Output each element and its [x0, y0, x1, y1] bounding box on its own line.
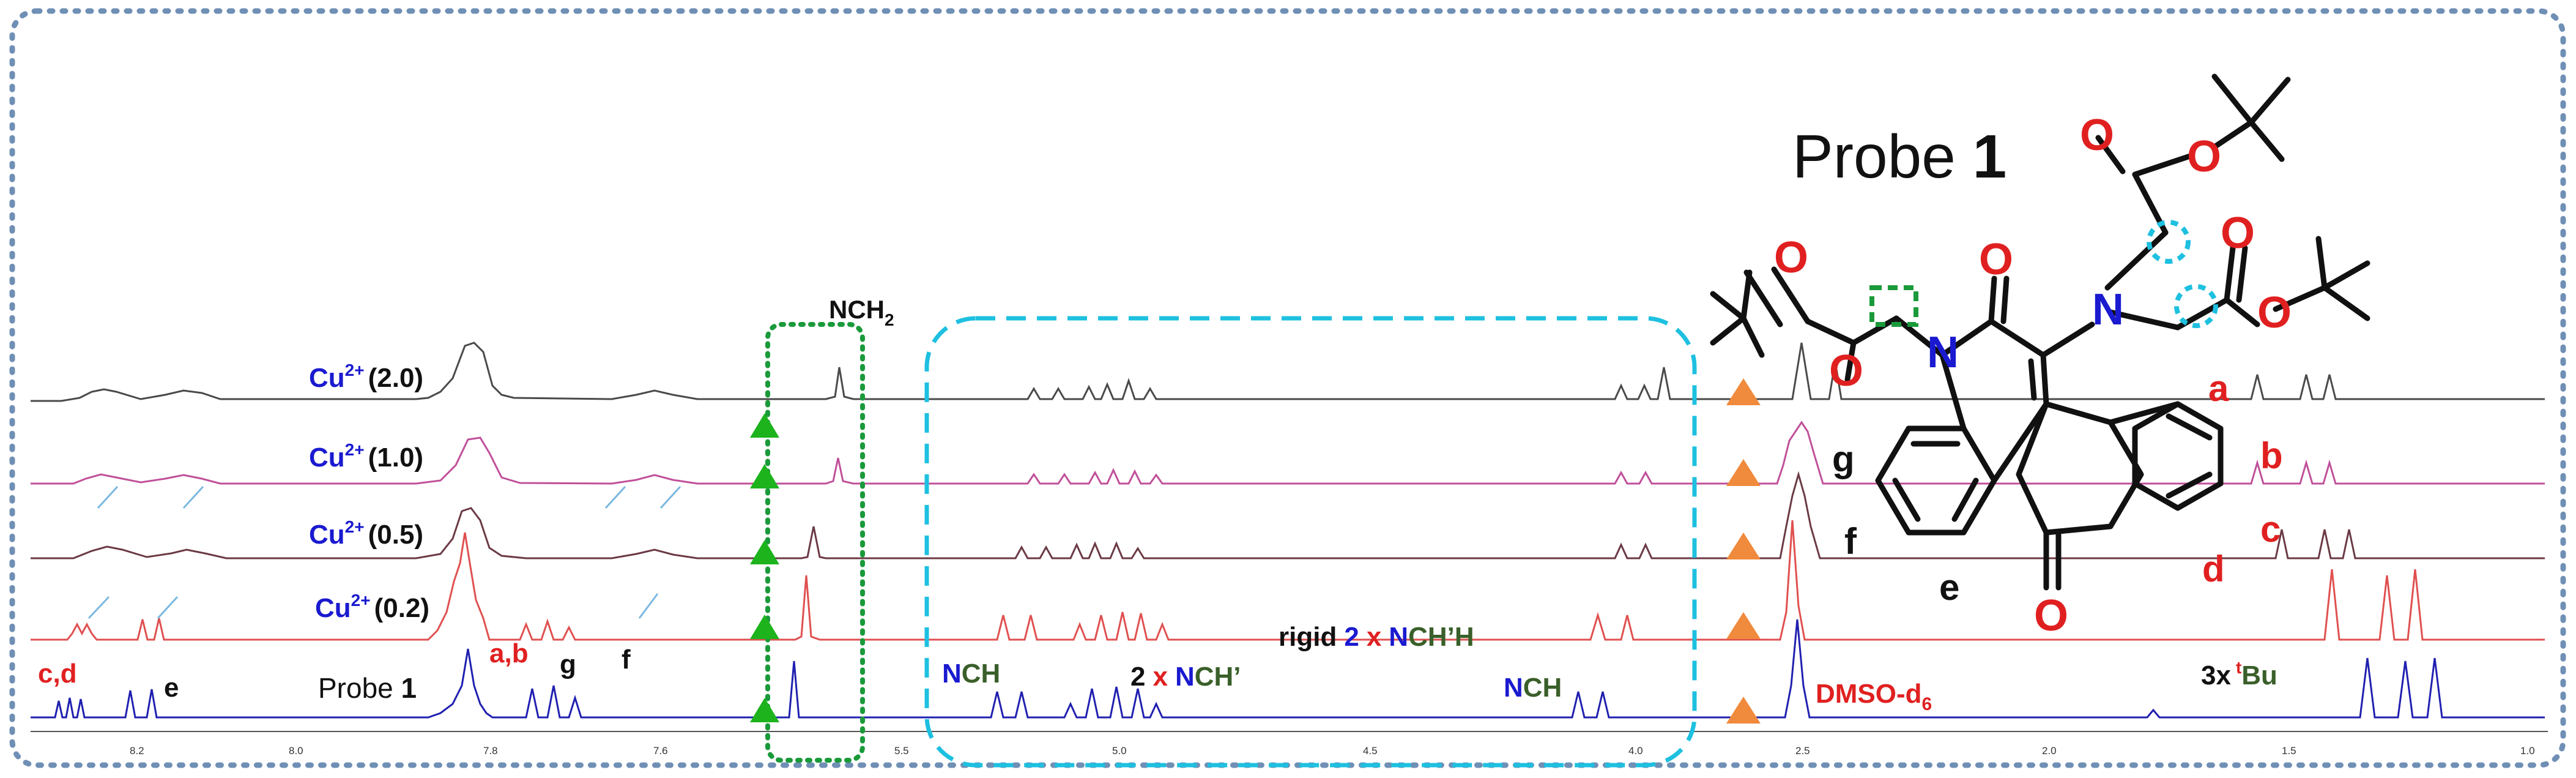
green-triangle-2: [750, 464, 779, 488]
ch2-cyan-marker-1: [2147, 220, 2191, 264]
green-triangle-3: [750, 540, 779, 564]
structure-atoms: N O O O O N O O O O: [1774, 111, 2292, 640]
proton-label-c: c: [2260, 509, 2281, 550]
trace-cu20: [31, 342, 2545, 402]
proton-label-b: b: [2260, 435, 2283, 476]
atom-n-amine: N: [2092, 285, 2124, 334]
tick-2-0: 2.0: [2042, 745, 2057, 757]
label-cu05: Cu2+ (0.5): [309, 517, 423, 550]
proton-label-e: e: [1939, 567, 1959, 608]
tick-5-0: 5.0: [1112, 745, 1127, 757]
atom-o-ester1b: O: [1829, 346, 1863, 395]
peak-labels: c,d e a,b g f NCH2 NCH 2 x NCH’ rigid 2 x NCH…: [38, 295, 2277, 714]
tick-7-8: 7.8: [483, 745, 498, 757]
nch2-dotted-box: [765, 322, 865, 763]
peak-label-g: g: [560, 649, 576, 679]
proton-label-f: f: [1844, 521, 1857, 562]
axis-tick-labels: 8.2 8.0 7.8 7.6 5.5 5.0 4.5 4.0 2.5 2.0 …: [130, 745, 2535, 757]
trace-probe: [31, 619, 2545, 719]
shift-correlation-lines: [87, 485, 681, 619]
label-cu10: Cu2+ (1.0): [309, 440, 423, 473]
orange-triangle-1: [1726, 378, 1761, 405]
tick-2-5: 2.5: [1795, 745, 1810, 757]
tick-7-6: 7.6: [653, 745, 668, 757]
peak-label-e: e: [164, 673, 179, 703]
atom-o-ester2b: O: [2257, 288, 2292, 337]
spectra: [31, 342, 2545, 719]
tick-4-5: 4.5: [1363, 745, 1378, 757]
ch2-green-marker: [1869, 285, 1918, 327]
peak-label-tbu: 3x tBu: [2201, 658, 2277, 690]
label-cu20: Cu2+ (2.0): [309, 361, 423, 393]
tick-1-5: 1.5: [2282, 745, 2296, 757]
green-triangle-4: [750, 615, 779, 639]
atom-o-ester1a: O: [1774, 233, 1808, 282]
peak-label-ab: a,b: [489, 638, 529, 668]
orange-markers: [1726, 378, 1761, 724]
probe-structure: Probe 1: [1710, 73, 2370, 640]
ch2-cyan-marker-2: [2174, 284, 2218, 328]
nch-region-dashed-box: [924, 316, 1697, 768]
tick-1-0: 1.0: [2520, 745, 2535, 757]
structure-proton-labels: g f e a b c d: [1832, 368, 2283, 608]
trace-cu02: [31, 520, 2545, 641]
peak-label-rigid: rigid 2 x NCH’H: [1279, 622, 1474, 652]
trace-cu05: [31, 471, 2545, 559]
trace-labels: Cu2+ (2.0) Cu2+ (1.0) Cu2+ (0.5) Cu2+ (0.2) …: [309, 361, 429, 704]
atom-o-ketone: O: [2034, 591, 2068, 640]
proton-label-g: g: [1832, 438, 1855, 479]
peak-label-nch-right: NCH: [1504, 673, 1562, 703]
label-cu02: Cu2+ (0.2): [315, 591, 429, 623]
tick-8-0: 8.0: [289, 745, 303, 757]
peak-label-cd: c,d: [38, 659, 77, 689]
peak-label-2-nch: 2 x NCH’: [1130, 662, 1241, 692]
orange-triangle-4: [1726, 612, 1761, 639]
green-markers: [750, 413, 779, 722]
peak-label-nch2: NCH2: [829, 295, 894, 329]
green-triangle-1: [750, 413, 779, 438]
orange-triangle-5: [1726, 697, 1761, 724]
peak-label-dmso: DMSO-d6: [1816, 679, 1932, 714]
atom-o-ring: O: [1979, 235, 2013, 284]
proton-label-a: a: [2208, 368, 2229, 409]
tick-4-0: 4.0: [1628, 745, 1643, 757]
atom-o-ester3a: O: [2080, 111, 2114, 160]
label-probe: Probe 1: [318, 672, 417, 704]
atom-o-ester3b: O: [2187, 132, 2221, 181]
atom-n-ring: N: [1927, 328, 1959, 377]
proton-label-d: d: [2202, 548, 2225, 589]
tick-8-2: 8.2: [130, 745, 144, 757]
orange-triangle-2: [1726, 459, 1761, 486]
green-triangle-5: [750, 698, 779, 722]
atom-o-ester2a: O: [2221, 209, 2255, 258]
peak-label-f: f: [622, 645, 631, 675]
tick-5-5: 5.5: [894, 745, 909, 757]
peak-label-nch-left: NCH: [942, 659, 1000, 689]
probe-title: Probe 1: [1792, 122, 2006, 191]
trace-cu10: [31, 421, 2545, 485]
orange-triangle-3: [1726, 533, 1761, 559]
